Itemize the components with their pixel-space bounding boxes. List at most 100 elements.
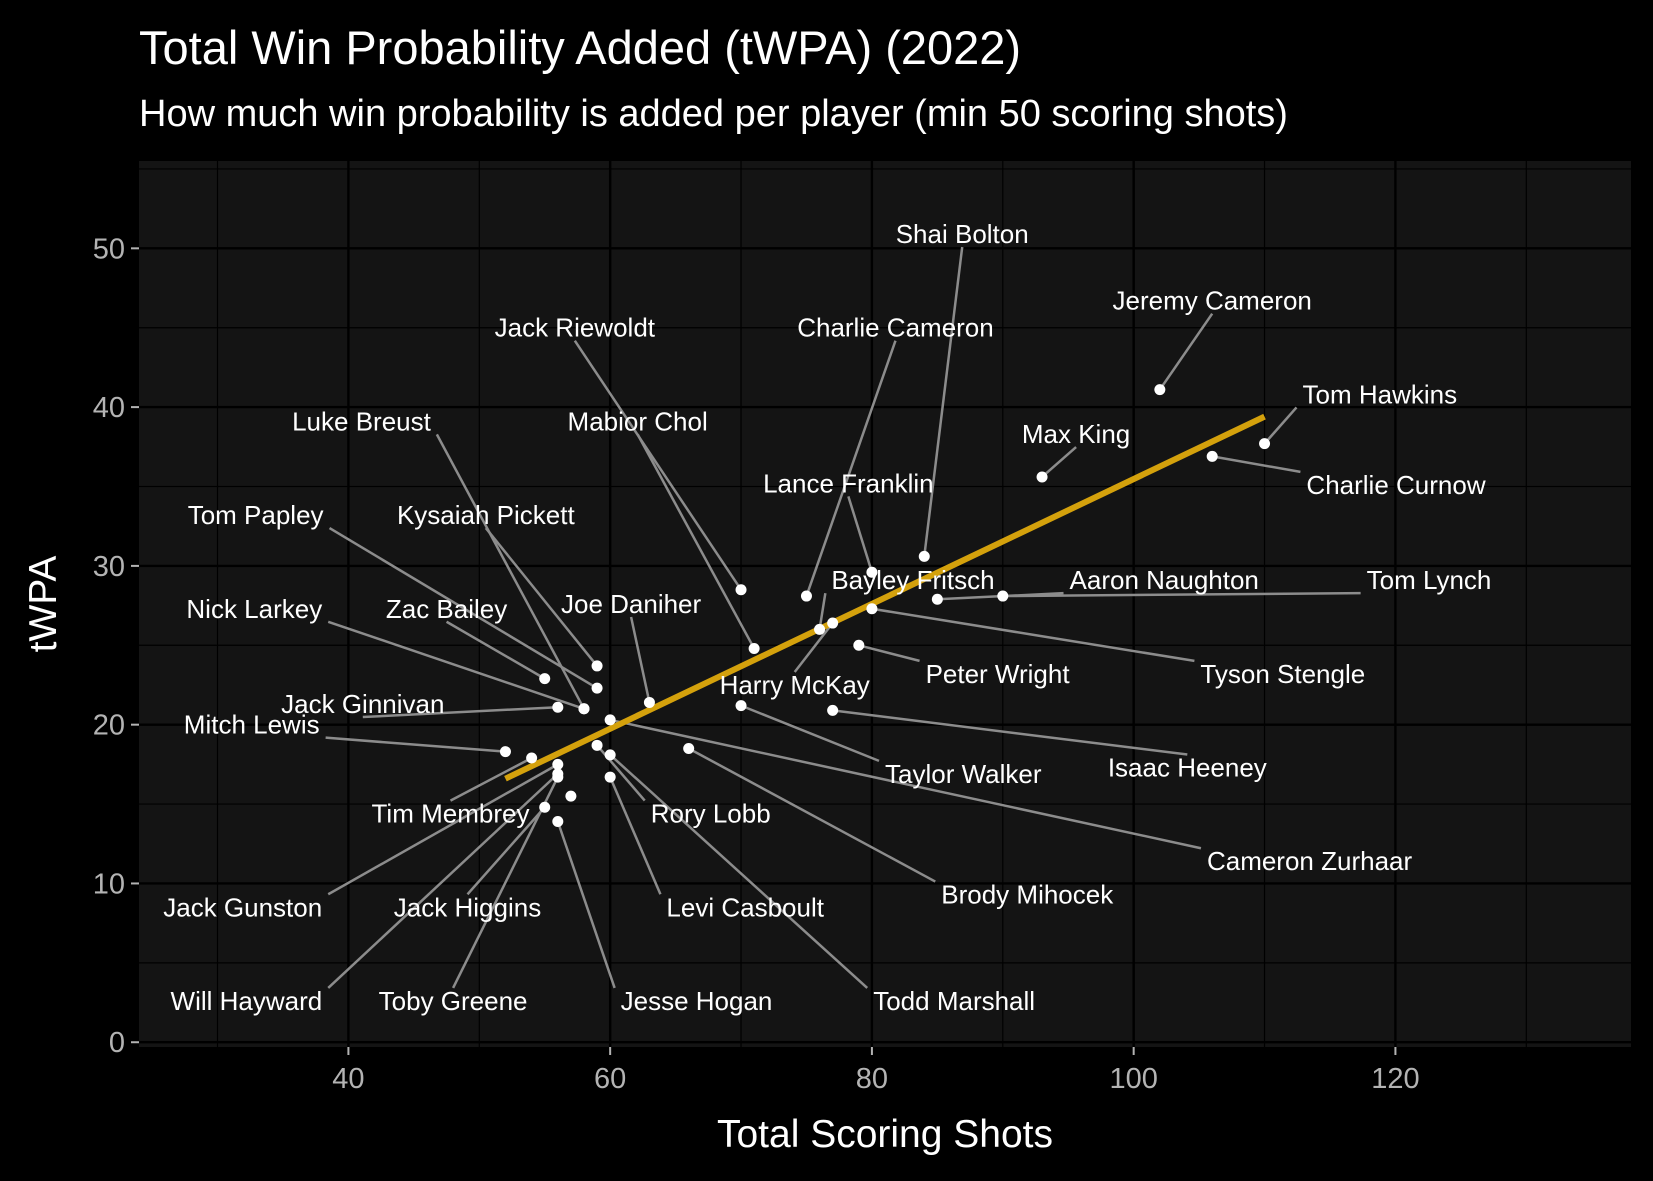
data-point [735,700,747,712]
data-point [1154,384,1166,396]
data-point [866,603,878,615]
data-point [1036,471,1048,483]
point-label: Luke Breust [292,406,432,436]
point-label: Cameron Zurhaar [1207,846,1413,876]
data-point [552,701,564,713]
data-point [1259,438,1271,450]
data-point [748,642,760,654]
label-connector [1263,406,1298,445]
data-point [591,739,603,751]
point-label: Charlie Curnow [1306,470,1485,500]
point-label: Tim Membrey [372,799,530,829]
point-label: Tom Papley [188,500,324,530]
data-point [604,714,616,726]
data-point [931,593,943,605]
point-label: Jack Higgins [394,892,541,922]
point-label: Zac Bailey [386,594,507,624]
label-connector [362,705,558,719]
label-connector [466,806,546,896]
label-connector [328,527,598,690]
label-connector [1158,313,1214,391]
point-labels: Shai Bolton Jeremy Cameron Jack Riewoldt Ch… [163,219,1491,1016]
label-connector [1002,591,1361,598]
point-label: Levi Casboult [666,892,824,922]
point-label: Max King [1022,419,1130,449]
point-label: Rory Lobb [651,799,771,829]
point-label: Kysaiah Pickett [397,500,576,530]
point-label: Shai Bolton [896,219,1029,249]
data-point [1206,450,1218,462]
data-point [604,749,616,761]
label-connector [451,776,559,989]
label-connector [1211,455,1301,474]
data-point [591,682,603,694]
data-point [643,696,655,708]
label-connector [740,704,880,763]
point-label: Taylor Walker [885,759,1042,789]
label-connector [435,433,586,710]
point-label: Lance Franklin [763,468,934,498]
y-tick-label: 30 [93,551,125,583]
point-label: Tom Hawkins [1302,379,1457,409]
x-tick-label: 80 [856,1063,888,1095]
point-label: Bayley Fritsch [831,565,994,595]
label-connector [573,340,743,591]
data-point [552,816,564,828]
point-label: Jesse Hogan [621,986,773,1016]
chart-subtitle: How much win probability is added per pl… [139,93,1288,135]
point-label: Peter Wright [926,659,1071,689]
label-connector [327,620,585,710]
data-point [591,660,603,672]
plot-panel [139,161,1631,1047]
data-point [526,752,538,764]
label-connector [805,340,897,597]
point-label: Jack Ginnivan [281,689,444,719]
label-connector [609,753,869,989]
data-point [853,639,865,651]
grid [139,161,1631,1047]
data-point [539,673,551,685]
data-points [499,384,1271,828]
label-connector [609,776,662,895]
y-tick-label: 40 [93,392,125,424]
y-tick-label: 50 [93,233,125,265]
label-connector [445,620,546,680]
y-tick-label: 0 [109,1027,125,1059]
data-point [866,566,878,578]
label-connector [629,616,651,703]
label-connector [1041,446,1077,478]
x-axis-title: Total Scoring Shots [717,1113,1053,1156]
point-label: Todd Marshall [873,986,1035,1016]
y-tick-label: 10 [93,868,125,900]
point-label: Jack Riewoldt [495,313,656,343]
label-connector [923,246,964,557]
point-label: Toby Greene [379,986,528,1016]
point-label: Aaron Naughton [1070,565,1259,595]
data-point [539,801,551,813]
y-axis-title: tWPA [22,556,65,653]
point-label: Tom Lynch [1367,565,1492,595]
point-label: Brody Mihocek [941,880,1114,910]
data-point [578,703,590,715]
label-connector [688,747,936,883]
data-point [552,771,564,783]
label-connector [556,821,616,989]
axes: 40 60 80 100 120 0 10 20 30 40 50 [93,233,1420,1095]
label-connector [858,644,920,663]
point-label: Jeremy Cameron [1112,286,1311,316]
label-connector [793,622,834,673]
data-point [735,584,747,596]
x-tick-label: 120 [1371,1063,1419,1095]
label-connector [327,763,559,896]
point-label: Joe Daniher [561,589,702,619]
label-connector [871,607,1195,663]
point-label: Charlie Cameron [797,313,994,343]
trend-line [504,413,1266,782]
label-connector [325,736,506,753]
label-connector [818,592,827,630]
data-point [827,704,839,716]
point-label: Mitch Lewis [184,710,320,740]
label-connector [484,527,599,667]
data-point [814,623,826,635]
y-tick-label: 20 [93,710,125,742]
